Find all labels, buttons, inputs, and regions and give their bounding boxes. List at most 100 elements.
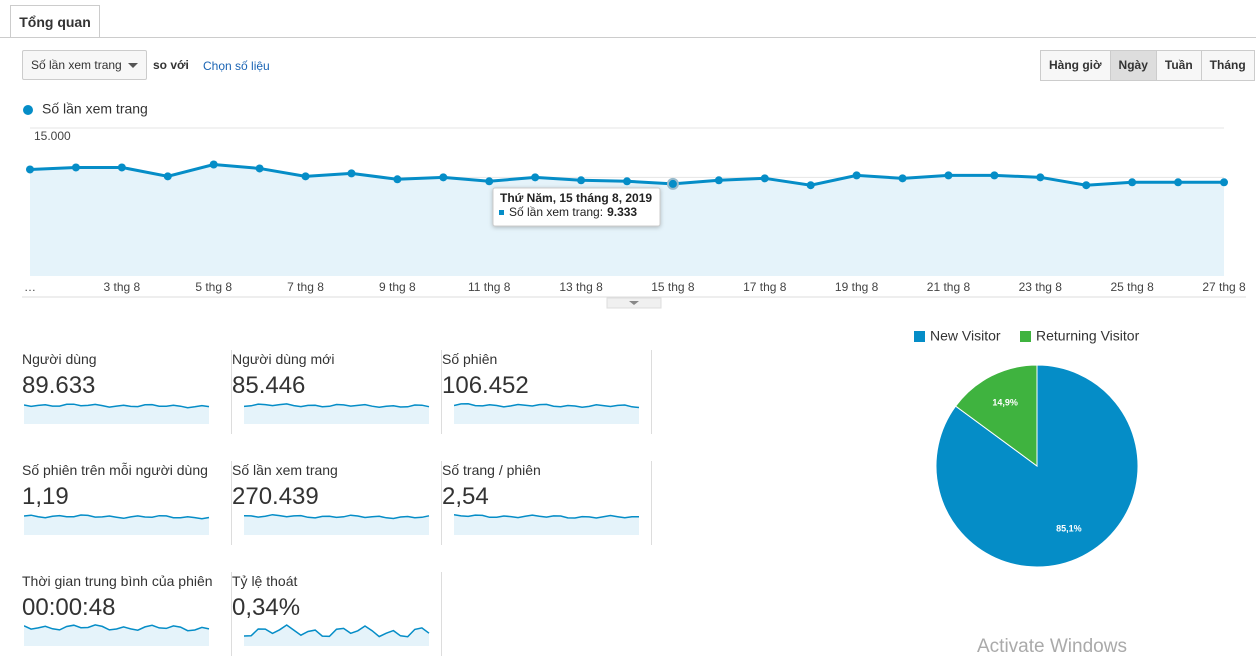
slice-label: 85,1% — [1056, 523, 1082, 533]
tooltip-title: Thứ Năm, 15 tháng 8, 2019 — [500, 191, 652, 205]
x-tick-label: 17 thg 8 — [743, 280, 787, 294]
point — [666, 177, 679, 190]
sparkline — [244, 624, 430, 646]
x-tick-label: 7 thg 8 — [287, 280, 324, 294]
sparkline — [24, 514, 210, 535]
y-tick-label: 15.000 — [34, 129, 71, 143]
sparkline-area — [454, 514, 639, 535]
x-tick-label: … — [24, 280, 36, 294]
sparkline-area — [244, 403, 429, 424]
sparkline-line — [244, 513, 430, 520]
metric-label: Thời gian trung bình của phiên — [22, 573, 213, 589]
metric-select[interactable]: Số lần xem trang — [22, 50, 147, 80]
metric-value: 89.633 — [22, 372, 96, 399]
x-tick-label: 25 thg 8 — [1110, 280, 1154, 294]
metric-value: 270.439 — [232, 483, 319, 510]
tooltip-swatch — [499, 210, 504, 215]
point — [806, 181, 815, 190]
tooltip-line: Số lần xem trang: 9.333 — [509, 205, 637, 219]
sparkline — [454, 513, 640, 535]
tooltip-label: Số lần xem trang: — [509, 205, 603, 219]
metric-label: Số phiên trên mỗi người dùng — [22, 462, 208, 478]
granularity-button[interactable]: Ngày — [1109, 50, 1157, 81]
x-tick-label: 19 thg 8 — [835, 280, 879, 294]
x-tick-label: 9 thg 8 — [379, 280, 416, 294]
metric-value: 1,19 — [22, 483, 69, 510]
granularity-button[interactable]: Tuần — [1155, 50, 1202, 81]
tooltip-value: 9.333 — [607, 205, 637, 219]
point — [1220, 178, 1228, 187]
granularity-button[interactable]: Tháng — [1200, 50, 1255, 81]
watermark: Activate Windows — [977, 636, 1127, 657]
legend-dot — [23, 105, 33, 115]
legend-swatch — [1020, 331, 1031, 342]
choose-metric[interactable]: Chọn số liệu — [203, 59, 270, 73]
metric-value: 85.446 — [232, 372, 306, 399]
point — [301, 172, 310, 181]
sparkline-line — [24, 624, 210, 632]
point — [71, 163, 80, 172]
point — [577, 176, 586, 185]
x-tick-label: 13 thg 8 — [559, 280, 603, 294]
metric-label: Số phiên — [442, 351, 498, 367]
metric-value: 00:00:48 — [22, 594, 116, 621]
point — [760, 174, 769, 183]
metric-label: Tỷ lệ thoát — [232, 573, 298, 589]
sparkline-line — [244, 624, 430, 638]
tab-line — [0, 37, 1256, 38]
legend-label: New Visitor — [930, 328, 1001, 344]
legend-label: Returning Visitor — [1036, 328, 1140, 344]
granularity-button[interactable]: Hàng giờ — [1040, 50, 1111, 81]
sparkline — [24, 403, 210, 424]
x-tick-label: 5 thg 8 — [195, 280, 232, 294]
sparkline-area — [454, 403, 639, 424]
sparkline-area — [24, 404, 209, 424]
point — [531, 173, 540, 182]
sparkline-line — [454, 403, 640, 409]
point — [852, 171, 861, 180]
point — [347, 169, 356, 178]
metric: Số trang / phiên 2,54 — [442, 461, 652, 545]
point — [944, 171, 953, 180]
metric-value: 106.452 — [442, 372, 529, 399]
sparkline-line — [24, 403, 210, 409]
legend-swatch — [914, 331, 925, 342]
tab[interactable]: Tổng quan — [10, 5, 100, 37]
metric-label: Số lần xem trang — [232, 462, 338, 478]
point — [117, 163, 126, 172]
x-tick-label: 21 thg 8 — [927, 280, 971, 294]
sparkline — [244, 513, 430, 535]
sparkline-line — [454, 513, 640, 519]
granularity: Hàng giờ Ngày Tuần Tháng — [1040, 50, 1255, 81]
metric-label: Người dùng mới — [232, 351, 335, 367]
metric: Người dùng 89.633 — [22, 350, 232, 434]
sparkline-area — [24, 515, 209, 535]
point — [990, 171, 999, 180]
metric: Người dùng mới 85.446 — [232, 350, 442, 434]
compare-label: so với — [153, 58, 189, 72]
point — [485, 177, 494, 186]
sparkline — [244, 403, 430, 424]
metric-label: Số trang / phiên — [442, 462, 541, 478]
pie-slice — [954, 364, 1038, 467]
sparkline-line — [244, 403, 430, 409]
handle-arrow — [629, 301, 639, 305]
sparkline — [454, 403, 640, 424]
point — [393, 175, 402, 184]
metric: Số lần xem trang 270.439 — [232, 461, 442, 545]
point — [1036, 173, 1045, 182]
point — [209, 160, 218, 169]
point — [1174, 178, 1183, 187]
metric: Số phiên 106.452 — [442, 350, 652, 434]
point — [439, 173, 448, 182]
point — [255, 164, 264, 173]
metric: Số phiên trên mỗi người dùng 1,19 — [22, 461, 232, 545]
point — [714, 176, 723, 185]
point — [1128, 178, 1137, 187]
metric: Thời gian trung bình của phiên 00:00:48 — [22, 572, 232, 656]
point — [623, 177, 631, 186]
legend-label: Số lần xem trang — [42, 101, 148, 117]
